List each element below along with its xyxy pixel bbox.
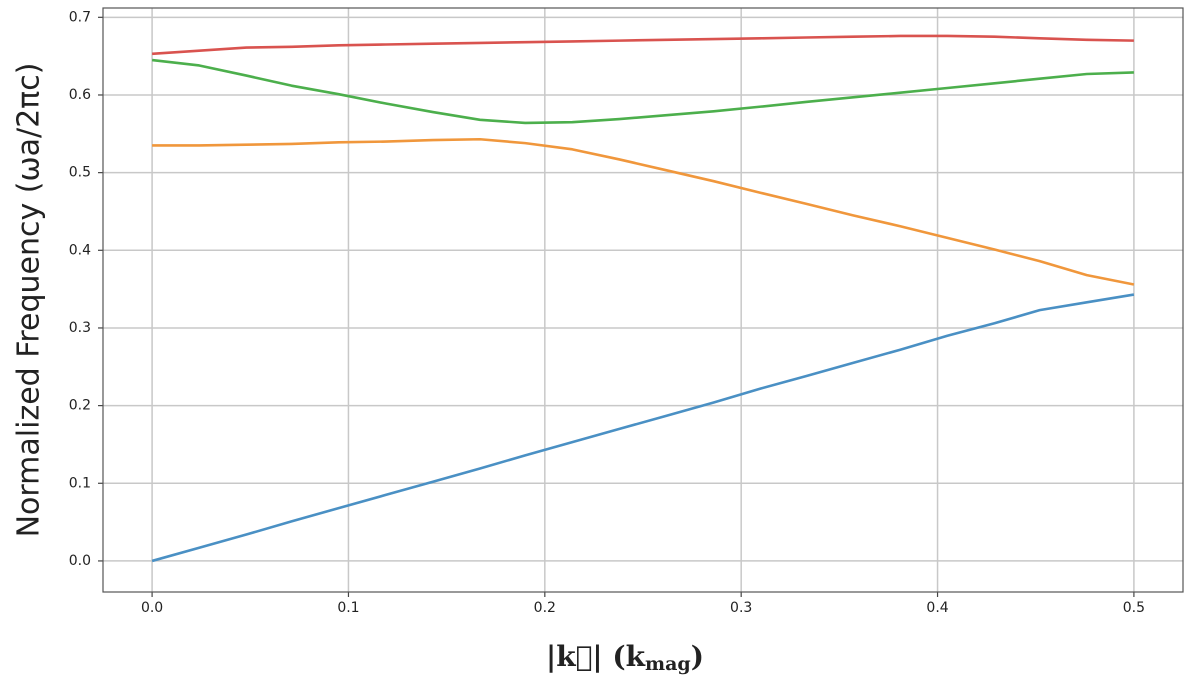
series-line xyxy=(151,293,1135,563)
x-tick-label: 0.2 xyxy=(534,600,556,616)
x-axis-label-close: ) xyxy=(691,640,704,673)
x-tick-label: 0.0 xyxy=(141,600,163,616)
y-tick-label: 0.6 xyxy=(69,87,91,103)
y-tick-label: 0.0 xyxy=(69,553,91,569)
x-axis-label-sub: mag xyxy=(645,653,691,675)
x-tick-label: 0.3 xyxy=(730,600,752,616)
series-line xyxy=(152,137,1135,286)
y-tick-label: 0.3 xyxy=(69,320,91,336)
y-tick-label: 0.7 xyxy=(69,9,91,25)
y-tick-label: 0.5 xyxy=(69,165,91,181)
x-axis-label-main: |k⃗| (k xyxy=(546,640,646,673)
y-tick-label: 0.1 xyxy=(69,475,91,491)
series-line xyxy=(152,34,1134,56)
y-tick-label: 0.2 xyxy=(69,398,91,414)
plot-frame xyxy=(102,7,1184,593)
y-axis-label: Normalized Frequency (ωa/2πc) xyxy=(12,63,47,538)
y-tick-label: 0.4 xyxy=(69,242,91,258)
x-axis-label: |k⃗| (kmag) xyxy=(546,640,704,676)
x-tick-label: 0.5 xyxy=(1123,600,1145,616)
x-tick-label: 0.4 xyxy=(926,600,948,616)
series-line xyxy=(151,58,1134,125)
x-tick-label: 0.1 xyxy=(337,600,359,616)
